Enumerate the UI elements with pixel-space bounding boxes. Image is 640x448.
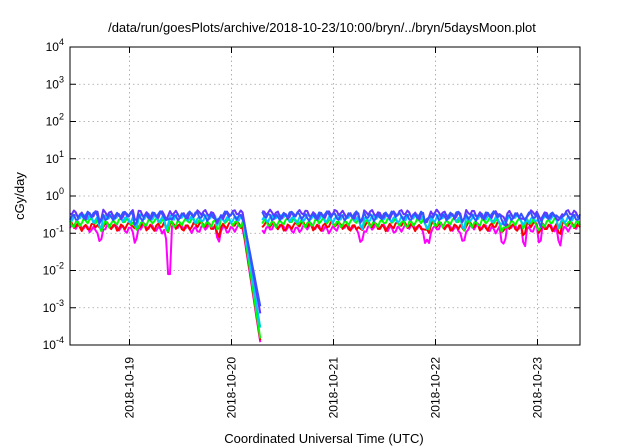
grid-layer — [70, 47, 580, 345]
series-line-6-seg-1 — [69, 210, 262, 307]
series-line-6-seg-2 — [261, 210, 581, 228]
plot-border — [69, 46, 581, 346]
x-tick-label: 2018-10-19 — [123, 357, 137, 419]
y-tick-label: 103 — [46, 74, 64, 91]
series-line-3-seg-2 — [261, 216, 581, 233]
x-axis-label: Coordinated Universal Time (UTC) — [224, 431, 423, 446]
series-line-2-seg-2 — [261, 220, 581, 237]
y-tick-label: 10-2 — [43, 261, 64, 278]
series-line-1-seg-1 — [69, 222, 262, 343]
y-tick-labels: 10-4 10-3 10-2 10-1 100 101 102 103 104 — [43, 37, 64, 352]
x-tick-label: 2018-10-20 — [225, 357, 239, 419]
x-tick-label: 2018-10-22 — [429, 357, 443, 419]
y-axis-label: cGy/day — [12, 172, 27, 220]
x-tick-label: 2018-10-23 — [531, 357, 545, 419]
y-tick-label: 10-1 — [43, 223, 64, 240]
x-tick-label: 2018-10-21 — [327, 357, 341, 419]
plot-frame — [69, 46, 581, 346]
y-tick-label: 100 — [46, 186, 64, 203]
y-tick-label: 104 — [46, 37, 64, 54]
y-tick-label: 101 — [46, 149, 64, 166]
y-tick-label: 10-3 — [43, 298, 64, 315]
series-layer — [69, 208, 581, 343]
chart-title: /data/run/goesPlots/archive/2018-10-23/1… — [108, 20, 536, 35]
x-tick-labels: 2018-10-19 2018-10-20 2018-10-21 2018-10-22… — [123, 357, 545, 419]
y-tick-label: 10-4 — [43, 335, 64, 352]
y-tick-label: 102 — [46, 112, 64, 129]
